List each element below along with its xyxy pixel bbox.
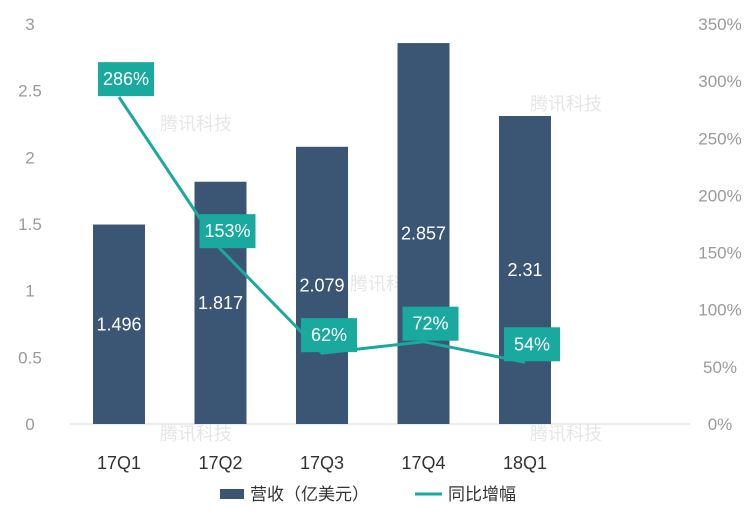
watermark-text: 腾讯科技	[530, 424, 602, 445]
legend-line-label: 同比增幅	[448, 485, 516, 505]
category-label: 17Q1	[97, 453, 141, 473]
growth-label-box	[301, 318, 357, 353]
category-labels: 17Q1 17Q2 17Q3 17Q4 18Q1	[97, 453, 547, 473]
right-tick-label: 350%	[698, 15, 741, 34]
category-label: 18Q1	[503, 453, 547, 473]
growth-label-box	[402, 306, 459, 341]
growth-label-box	[199, 214, 256, 249]
growth-labels: 286% 153% 62% 72% 54%	[98, 62, 560, 362]
left-tick-label: 2	[25, 148, 34, 167]
left-axis-ticks: 0 0.5 1 1.5 2 2.5 3	[18, 15, 42, 434]
legend-bar-label: 营收（亿美元）	[250, 485, 369, 505]
legend: 营收（亿美元） 同比增幅	[220, 485, 516, 505]
bar-value-label: 2.079	[299, 275, 344, 295]
left-tick-label: 1.5	[18, 215, 42, 234]
category-label: 17Q4	[401, 453, 445, 473]
watermark-text: 腾讯科技	[160, 424, 232, 445]
growth-value-label: 286%	[103, 69, 149, 89]
growth-value-label: 62%	[311, 325, 347, 345]
bar-17Q3	[296, 146, 348, 425]
growth-label-box	[504, 327, 560, 362]
revenue-bars	[93, 43, 551, 425]
growth-line	[117, 96, 526, 364]
category-label: 17Q3	[300, 453, 344, 473]
right-tick-label: 100%	[698, 301, 741, 320]
growth-label-box	[98, 62, 154, 97]
left-tick-label: 0.5	[18, 348, 42, 367]
bar-value-label: 1.496	[96, 314, 141, 334]
watermark-text: 腾讯科技	[160, 114, 232, 135]
left-tick-label: 1	[25, 282, 34, 301]
left-tick-label: 0	[25, 415, 34, 434]
growth-value-label: 72%	[412, 314, 448, 334]
legend-bar-swatch	[220, 489, 244, 499]
bar-17Q4	[397, 43, 450, 425]
left-tick-label: 2.5	[18, 82, 42, 101]
left-tick-label: 3	[25, 15, 34, 34]
watermark-text: 腾讯科技	[530, 94, 602, 115]
right-tick-label: 200%	[698, 186, 741, 205]
revenue-bar-labels: 1.496 1.817 2.079 2.857 2.31	[96, 224, 542, 335]
growth-value-label: 54%	[514, 334, 550, 354]
bar-17Q1	[93, 224, 145, 424]
bar-value-label: 2.31	[507, 260, 542, 280]
bar-value-label: 2.857	[401, 224, 446, 244]
bar-value-label: 1.817	[198, 293, 243, 313]
bar-18Q1	[499, 116, 551, 424]
right-tick-label: 50%	[703, 358, 737, 377]
right-axis-ticks: 0% 50% 100% 150% 200% 250% 300% 350%	[698, 15, 741, 434]
growth-polyline	[117, 96, 526, 364]
right-tick-label: 150%	[698, 244, 741, 263]
right-tick-label: 0%	[708, 415, 733, 434]
right-tick-label: 250%	[698, 129, 741, 148]
growth-value-label: 153%	[204, 221, 250, 241]
category-label: 17Q2	[198, 453, 242, 473]
right-tick-label: 300%	[698, 72, 741, 91]
